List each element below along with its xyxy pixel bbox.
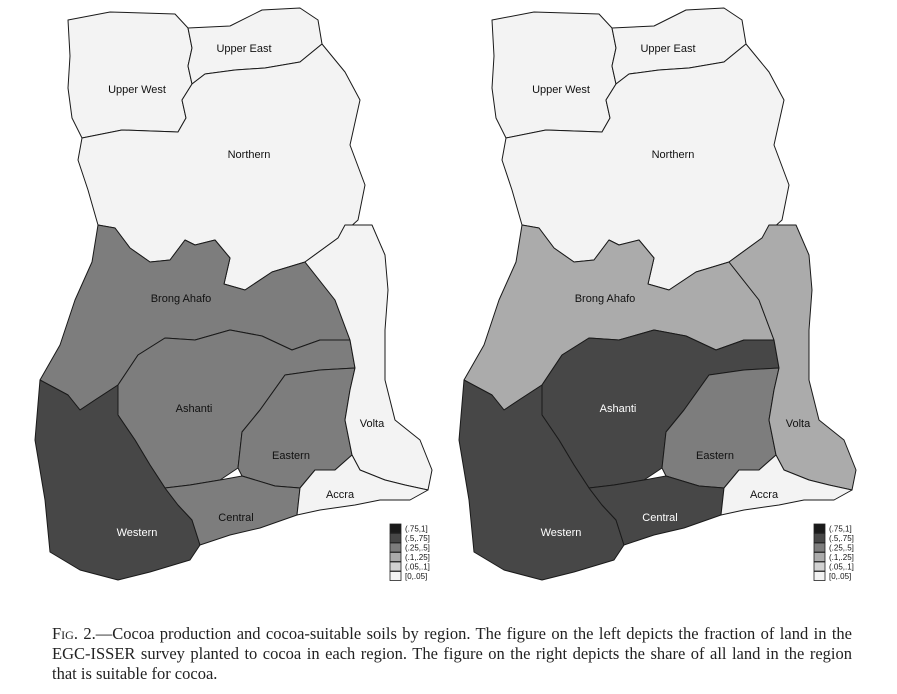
- region-label-western: Western: [117, 527, 158, 539]
- legend-label: (.1,.25]: [405, 553, 430, 562]
- region-volta: [304, 224, 433, 491]
- legend-swatch: [389, 552, 402, 562]
- legend-label: (.25,.5]: [829, 544, 854, 553]
- region-label-upper-east: Upper East: [640, 43, 695, 55]
- region-label-central: Central: [218, 512, 253, 524]
- region-label-northern: Northern: [652, 149, 695, 161]
- legend-label: (.5,.75]: [829, 534, 854, 543]
- region-label-central: Central: [642, 512, 677, 524]
- region-label-eastern: Eastern: [696, 450, 734, 462]
- region-label-ashanti: Ashanti: [176, 403, 213, 415]
- region-upper-west: [67, 11, 193, 139]
- region-label-volta: Volta: [360, 418, 385, 430]
- caption-text: —Cocoa production and cocoa-suitable soi…: [52, 624, 852, 683]
- legend-label: (.05,.1]: [405, 563, 430, 572]
- legend-swatch: [813, 561, 826, 572]
- figure-label: Fig. 2.: [52, 624, 96, 643]
- legend-label: (.75,1]: [405, 525, 428, 534]
- region-label-upper-west: Upper West: [108, 84, 166, 96]
- legend-label: (.05,.1]: [829, 563, 854, 572]
- region-label-volta: Volta: [786, 418, 811, 430]
- right-map: Upper West Upper East Northern Brong Aha…: [458, 7, 857, 581]
- legend-label: (.1,.25]: [829, 553, 854, 562]
- legend-label: (.75,1]: [829, 525, 852, 534]
- legend-swatch: [813, 571, 826, 581]
- legend-swatch: [389, 542, 402, 553]
- region-upper-west: [491, 11, 617, 139]
- legend-label: (.25,.5]: [405, 544, 430, 553]
- region-label-accra: Accra: [326, 489, 355, 501]
- legend-swatch: [389, 533, 402, 543]
- figure-caption: Fig. 2.—Cocoa production and cocoa-suita…: [52, 624, 852, 684]
- legend-label: (.5,.75]: [405, 534, 430, 543]
- legend: (.75,1](.5,.75](.25,.5](.1,.25](.05,.1][…: [813, 523, 854, 581]
- region-label-western: Western: [541, 527, 582, 539]
- region-accra: [720, 454, 853, 516]
- map-regions: [458, 7, 857, 581]
- region-label-upper-west: Upper West: [532, 84, 590, 96]
- region-label-northern: Northern: [228, 149, 271, 161]
- legend-swatch: [813, 552, 826, 562]
- region-label-brong-ahafo: Brong Ahafo: [151, 293, 212, 305]
- region-label-brong-ahafo: Brong Ahafo: [575, 293, 636, 305]
- legend: (.75,1](.5,.75](.25,.5](.1,.25](.05,.1][…: [389, 523, 430, 581]
- legend-swatch: [813, 533, 826, 543]
- legend-swatch: [813, 523, 826, 534]
- left-map: Upper West Upper East Northern Brong Aha…: [34, 7, 433, 581]
- region-label-upper-east: Upper East: [216, 43, 271, 55]
- legend-swatch: [813, 542, 826, 553]
- region-volta: [728, 224, 857, 491]
- legend-swatch: [389, 561, 402, 572]
- map-regions: [34, 7, 433, 581]
- legend-label: [0,.05]: [405, 572, 427, 581]
- region-accra: [296, 454, 429, 516]
- legend-label: [0,.05]: [829, 572, 851, 581]
- legend-swatch: [389, 571, 402, 581]
- region-label-accra: Accra: [750, 489, 779, 501]
- legend-swatch: [389, 523, 402, 534]
- region-label-eastern: Eastern: [272, 450, 310, 462]
- region-label-ashanti: Ashanti: [600, 403, 637, 415]
